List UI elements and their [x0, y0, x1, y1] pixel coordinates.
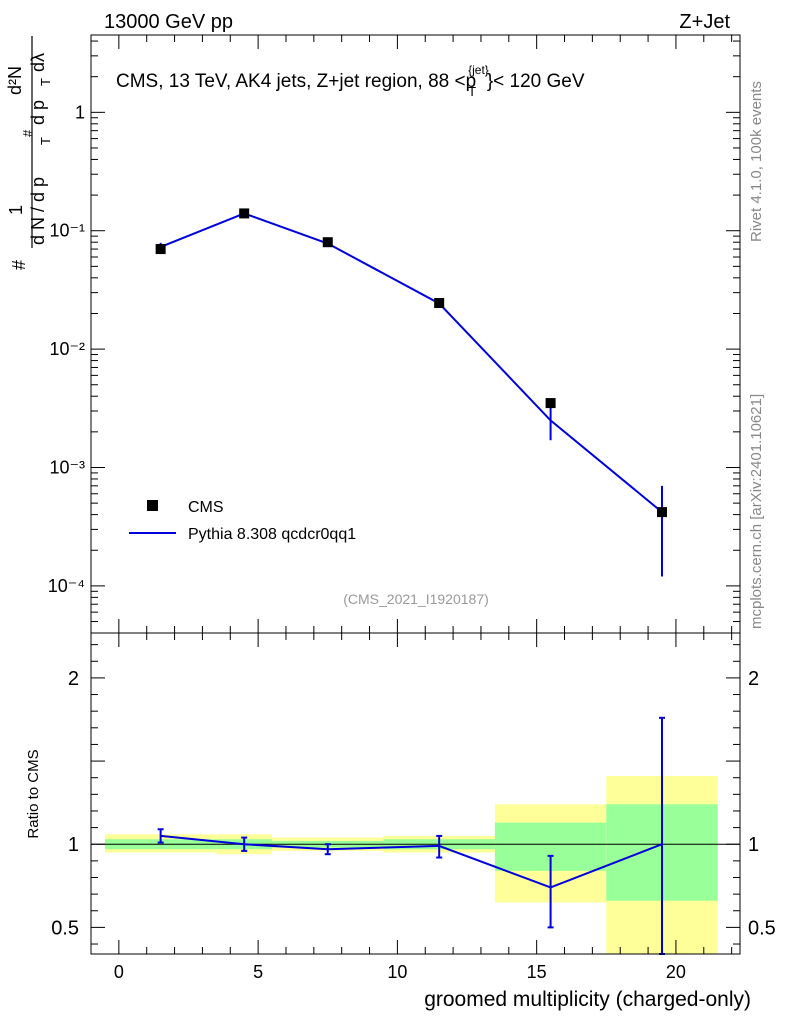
mcplots-label: mcplots.cern.ch [arXiv:2401.10621]	[748, 394, 765, 629]
cms-data-point	[322, 237, 333, 248]
ratio-y-tick-label-left: 1	[68, 834, 79, 856]
cms-data-point	[434, 298, 445, 309]
y-label-sub-t-2: T	[38, 78, 53, 86]
ratio-x-tick-label: 10	[387, 962, 407, 982]
main-y-tick-label: 10⁻¹	[49, 221, 85, 241]
ratio-y-tick-label-right: 1	[748, 834, 759, 856]
legend: CMS Pythia 8.308 qcdcr0qq1	[129, 499, 356, 543]
rivet-label: Rivet 4.1.0, 100k events	[748, 81, 765, 242]
y-label-dlambda: dλ	[28, 53, 48, 72]
header-energy-label: 13000 GeV pp	[104, 11, 233, 33]
plot-title-sup: {jet}	[468, 63, 489, 77]
y-label-hash: #	[9, 260, 29, 270]
ratio-x-tick-label: 0	[114, 962, 124, 982]
ratio-x-tick-label: 5	[253, 962, 263, 982]
y-label-sub-t: T	[38, 137, 53, 145]
main-mc-line	[160, 212, 663, 513]
main-error-bars	[159, 211, 664, 577]
header-process-label: Z+Jet	[679, 11, 730, 33]
y-label-dpt: d p	[28, 100, 48, 125]
ratio-uncertainty-bands	[104, 776, 718, 954]
main-x-ticks	[90, 35, 733, 633]
y-label-d2n: d²N	[5, 66, 25, 95]
ratio-panel: 0.5 0.5 1 1 2 2 0 5 10 15 20 Ratio to CMS groomed…	[25, 632, 776, 1011]
ratio-x-tick-label: 20	[666, 962, 686, 982]
ratio-mc-series-line	[160, 834, 663, 889]
ratio-frame	[90, 632, 741, 955]
plot-title: CMS, 13 TeV, AK4 jets, Z+jet region, 88 …	[116, 63, 585, 99]
y-label-one: 1	[6, 205, 26, 215]
ratio-y-label: Ratio to CMS	[25, 749, 42, 838]
y-axis-label: # 1 d N / d p T # d²N d p T dλ	[5, 36, 53, 270]
main-frame	[90, 34, 741, 634]
main-y-tick-label: 1	[75, 102, 85, 122]
main-y-tick-label: 10⁻²	[49, 339, 85, 359]
main-y-tick-label: 10⁻³	[49, 457, 85, 477]
cms-data-point	[155, 244, 166, 255]
legend-cms-marker	[147, 500, 158, 511]
cms-data-point	[545, 398, 556, 409]
cms-data-point	[657, 507, 668, 518]
plot-title-tail: }< 120 GeV	[487, 71, 585, 92]
watermark: (CMS_2021_I1920187)	[343, 591, 489, 607]
ratio-y-ticks: 0.5 0.5 1 1 2 2	[51, 644, 776, 945]
ratio-x-ticks: 0 5 10 15 20	[90, 633, 733, 982]
plot-title-main: CMS, 13 TeV, AK4 jets, Z+jet region, 88 …	[116, 71, 476, 92]
ratio-y-tick-label-left: 0.5	[51, 917, 79, 939]
y-label-denominator: d N / d p	[28, 177, 48, 245]
plot-title-sub: T	[468, 84, 476, 99]
main-y-tick-label: 10⁻⁴	[48, 576, 85, 596]
ratio-y-tick-label-left: 2	[68, 668, 79, 690]
ratio-y-tick-label-right: 0.5	[748, 917, 776, 939]
legend-mc-label: Pythia 8.308 qcdcr0qq1	[188, 526, 356, 543]
main-data-markers	[155, 208, 668, 518]
main-mc-series-line	[160, 212, 663, 513]
ratio-x-tick-label: 15	[527, 962, 547, 982]
main-y-ticks: 1 10⁻¹ 10⁻² 10⁻³ 10⁻⁴	[48, 40, 740, 634]
legend-cms-label: CMS	[188, 499, 224, 516]
cms-data-point	[239, 208, 250, 219]
ratio-mc-line	[160, 834, 663, 889]
y-label-hash-2: #	[20, 129, 35, 137]
ratio-y-tick-label-right: 2	[748, 668, 759, 690]
main-panel: CMS, 13 TeV, AK4 jets, Z+jet region, 88 …	[5, 34, 741, 634]
x-axis-label: groomed multiplicity (charged-only)	[424, 988, 751, 1011]
